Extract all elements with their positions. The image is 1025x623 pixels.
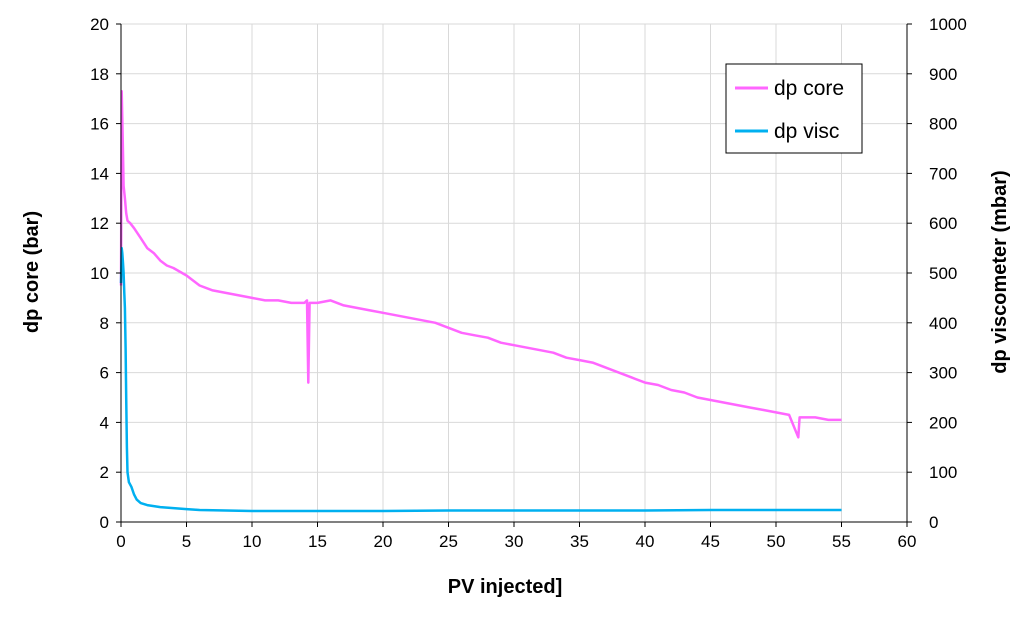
y2-tick-label: 600 xyxy=(929,214,957,233)
y2-axis-title: dp viscometer (mbar) xyxy=(989,170,1011,373)
y2-tick-label: 1000 xyxy=(929,15,967,34)
x-tick-label: 0 xyxy=(116,532,125,551)
y-tick-label: 12 xyxy=(90,214,109,233)
y2-tick-label: 300 xyxy=(929,364,957,383)
x-axis-title: PV injected] xyxy=(448,576,562,598)
series-lines xyxy=(119,89,842,513)
x-tick-label: 35 xyxy=(570,532,589,551)
y2-tick-label: 700 xyxy=(929,164,957,183)
y2-tick-label: 0 xyxy=(929,513,938,532)
x-tick-label: 20 xyxy=(374,532,393,551)
x-tick-label: 15 xyxy=(308,532,327,551)
x-tick-label: 25 xyxy=(439,532,458,551)
y2-tick-label: 800 xyxy=(929,115,957,134)
y-tick-label: 6 xyxy=(100,364,109,383)
y2-tick-label: 900 xyxy=(929,65,957,84)
y-axis-title: dp core (bar) xyxy=(21,211,43,333)
y2-tick-label: 400 xyxy=(929,314,957,333)
tick-labels: 0 5 10 15 20 25 30 35 40 45 50 55 600246810121416182… xyxy=(90,15,967,551)
y-tick-label: 14 xyxy=(90,164,109,183)
y-tick-label: 8 xyxy=(100,314,109,333)
y2-tick-label: 500 xyxy=(929,264,957,283)
y-tick-label: 20 xyxy=(90,15,109,34)
x-tick-label: 45 xyxy=(701,532,720,551)
x-tick-label: 5 xyxy=(182,532,191,551)
x-tick-label: 55 xyxy=(832,532,851,551)
y-tick-label: 4 xyxy=(100,413,109,432)
series-line-dp-core xyxy=(119,89,842,439)
legend-label-dp-core: dp core xyxy=(774,77,844,100)
x-tick-label: 10 xyxy=(243,532,262,551)
x-tick-label: 30 xyxy=(505,532,524,551)
y2-tick-label: 200 xyxy=(929,413,957,432)
legend-box xyxy=(725,63,863,154)
legend-label-dp-visc: dp visc xyxy=(774,120,839,143)
y-tick-label: 16 xyxy=(90,115,109,134)
y2-tick-label: 100 xyxy=(929,463,957,482)
legend: dp core dp visc xyxy=(725,63,863,154)
axes xyxy=(116,23,912,527)
x-tick-label: 40 xyxy=(636,532,655,551)
y-tick-label: 0 xyxy=(100,513,109,532)
series-line-dp-visc xyxy=(119,246,842,513)
x-tick-label: 50 xyxy=(767,532,786,551)
y-tick-label: 10 xyxy=(90,264,109,283)
y-tick-label: 2 xyxy=(100,463,109,482)
y-tick-label: 18 xyxy=(90,65,109,84)
x-tick-label: 60 xyxy=(898,532,917,551)
